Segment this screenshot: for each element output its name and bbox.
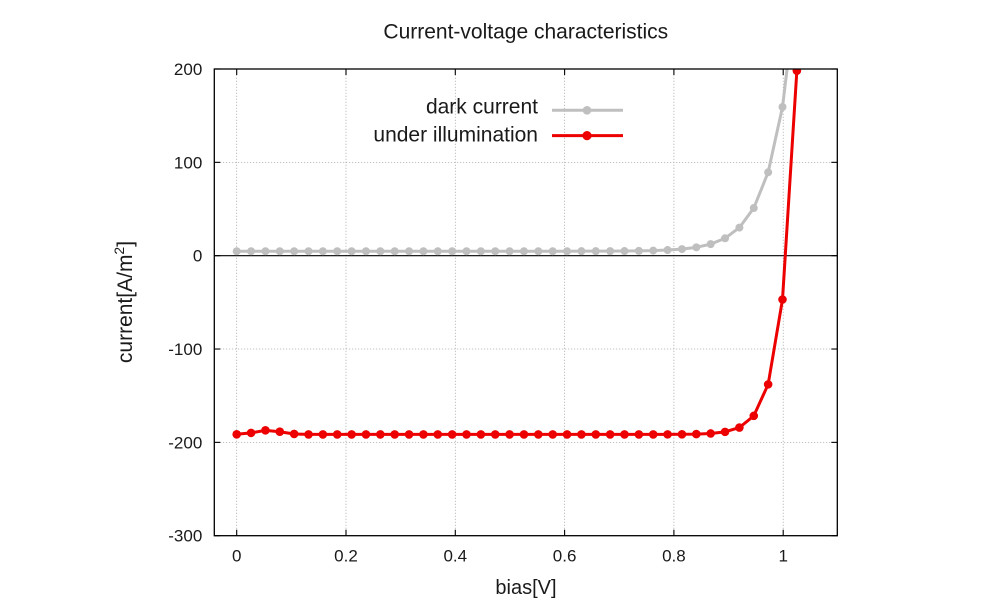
svg-text:0.2: 0.2 <box>334 547 358 566</box>
svg-text:dark current: dark current <box>426 96 538 119</box>
svg-text:Current-voltage characteristic: Current-voltage characteristics <box>383 21 668 44</box>
svg-text:under illumination: under illumination <box>373 124 538 147</box>
svg-text:current[A/m2]: current[A/m2] <box>111 241 137 363</box>
svg-text:0.8: 0.8 <box>662 547 686 566</box>
svg-text:bias[V]: bias[V] <box>495 577 556 599</box>
svg-text:0: 0 <box>193 247 202 266</box>
svg-text:0: 0 <box>232 547 241 566</box>
svg-text:-200: -200 <box>168 433 202 452</box>
svg-text:0.4: 0.4 <box>443 547 467 566</box>
svg-text:200: 200 <box>174 60 202 79</box>
svg-text:-300: -300 <box>168 527 202 546</box>
svg-text:-100: -100 <box>168 340 202 359</box>
svg-text:0.6: 0.6 <box>553 547 577 566</box>
svg-text:100: 100 <box>174 153 202 172</box>
svg-text:1: 1 <box>778 547 787 566</box>
